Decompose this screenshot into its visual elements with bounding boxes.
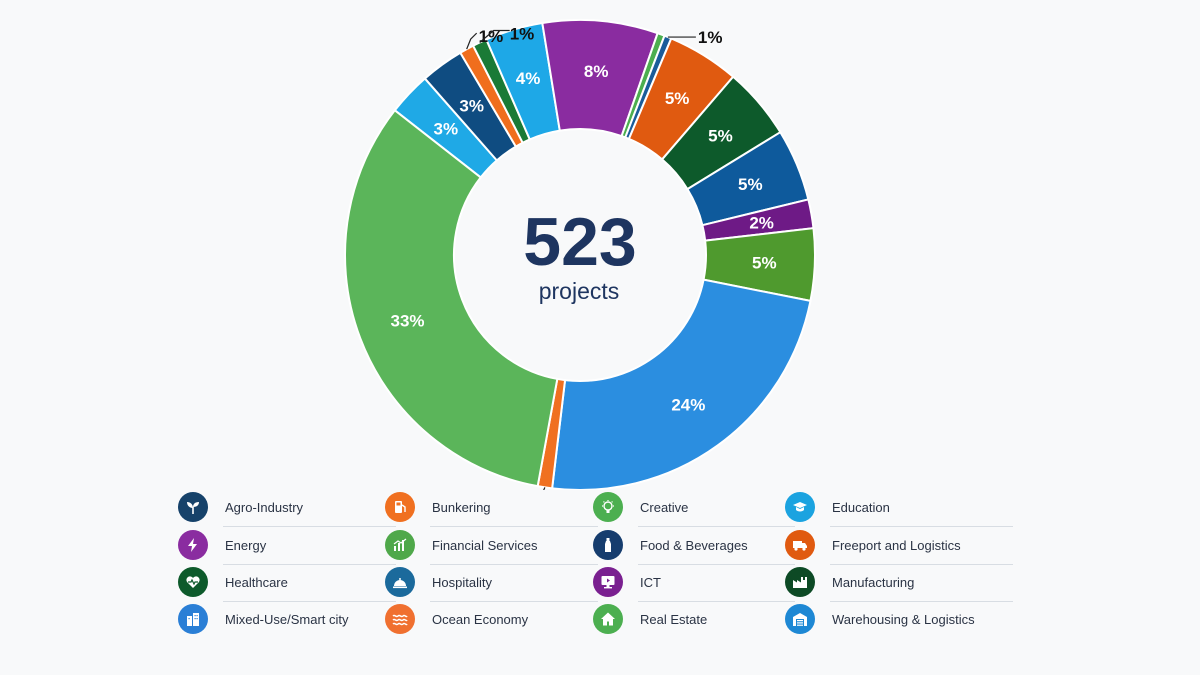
legend-label: Creative (640, 499, 689, 515)
legend-divider (830, 601, 1013, 602)
slice-percent-label: 4% (516, 69, 541, 88)
slice-percent-label: 5% (752, 254, 777, 273)
slice-percent-label: 5% (665, 89, 690, 108)
service-bell-icon (385, 567, 415, 597)
slice-percent-label: 3% (459, 97, 484, 116)
legend-divider (638, 526, 795, 527)
legend-item: Ocean Economy (385, 602, 528, 636)
waves-icon (385, 604, 415, 634)
monitor-icon (593, 567, 623, 597)
legend-label: Hospitality (432, 574, 492, 590)
lightning-icon (178, 530, 208, 560)
legend-item: Education (785, 490, 890, 524)
legend-divider (223, 601, 396, 602)
legend-label: Freeport and Logistics (832, 537, 961, 553)
center-total: 523 (523, 204, 636, 280)
legend-divider (830, 564, 1013, 565)
legend-item: Real Estate (593, 602, 707, 636)
legend-item: Warehousing & Logistics (785, 602, 975, 636)
legend-item: ICT (593, 565, 661, 599)
slice-percent-label: 33% (391, 312, 425, 331)
legend: Agro-Industry Bunkering Creative Education E… (172, 490, 1013, 640)
donut-slice (551, 278, 812, 490)
bottle-icon (593, 530, 623, 560)
truck-icon (785, 530, 815, 560)
legend-divider (638, 564, 795, 565)
factory-icon (785, 567, 815, 597)
callout-line (466, 32, 478, 50)
legend-item: Food & Beverages (593, 528, 748, 562)
legend-divider (430, 526, 598, 527)
callout-labels: 1%1%1%1% (466, 24, 723, 490)
legend-label: Food & Beverages (640, 537, 748, 553)
legend-label: Agro-Industry (225, 499, 304, 515)
slice-percent-label: 3% (434, 119, 459, 138)
city-buildings-icon (178, 604, 208, 634)
legend-label: ICT (640, 574, 661, 590)
legend-divider (223, 564, 396, 565)
center-unit: projects (539, 278, 620, 304)
house-icon (593, 604, 623, 634)
legend-item: Financial Services (385, 528, 538, 562)
legend-divider (223, 526, 396, 527)
legend-item: Creative (593, 490, 688, 524)
legend-label: Bunkering (432, 499, 491, 515)
callout-percent-label: 1% (698, 28, 723, 47)
fuel-pump-icon (385, 492, 415, 522)
legend-item: Freeport and Logistics (785, 528, 961, 562)
callout-percent-label: 1% (479, 27, 504, 46)
legend-label: Education (832, 499, 890, 515)
legend-item: Hospitality (385, 565, 492, 599)
legend-label: Energy (225, 537, 267, 553)
legend-item: Agro-Industry (178, 490, 303, 524)
legend-label: Warehousing & Logistics (832, 611, 975, 627)
heart-pulse-icon (178, 567, 208, 597)
slice-percent-label: 8% (584, 62, 609, 81)
donut-slices (344, 19, 816, 490)
legend-item: Energy (178, 528, 266, 562)
legend-item: Bunkering (385, 490, 491, 524)
lightbulb-icon (593, 492, 623, 522)
legend-label: Financial Services (432, 537, 538, 553)
legend-item: Healthcare (178, 565, 288, 599)
legend-divider (430, 601, 598, 602)
legend-item: Mixed-Use/Smart city (178, 602, 349, 636)
slice-percent-label: 5% (738, 175, 763, 194)
legend-label: Mixed-Use/Smart city (225, 611, 349, 627)
legend-label: Manufacturing (832, 574, 915, 590)
bar-chart-icon (385, 530, 415, 560)
legend-label: Ocean Economy (432, 611, 529, 627)
legend-label: Real Estate (640, 611, 708, 627)
callout-line (479, 29, 510, 43)
legend-divider (830, 526, 1013, 527)
legend-divider (430, 564, 598, 565)
slice-percent-label: 5% (708, 126, 733, 145)
donut-chart: 1%1%1%1% 3%3%4%8%5%5%5%2%5%24%33% 523 pr… (344, 19, 816, 490)
legend-label: Healthcare (225, 574, 288, 590)
sprout-icon (178, 492, 208, 522)
warehouse-icon (785, 604, 815, 634)
slice-percent-label: 24% (671, 395, 705, 414)
slice-percent-label: 2% (749, 214, 774, 233)
donut-slice (344, 108, 559, 488)
legend-divider (638, 601, 795, 602)
slice-labels: 3%3% 4% 8% 5% 5% 5% 2% 5% 24% 33% (391, 62, 777, 414)
graduation-cap-icon (785, 492, 815, 522)
callout-percent-label: 1% (510, 24, 535, 43)
legend-item: Manufacturing (785, 565, 914, 599)
